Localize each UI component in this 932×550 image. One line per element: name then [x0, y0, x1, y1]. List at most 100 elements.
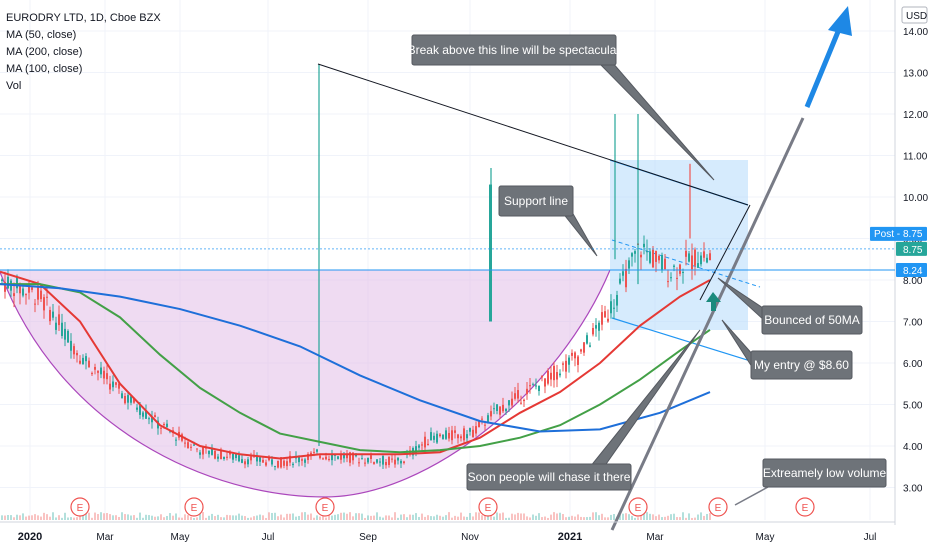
volume-bar [538, 513, 540, 520]
volume-bar [706, 513, 708, 520]
volume-bar [523, 513, 525, 520]
x-tick-label: Nov [461, 532, 479, 543]
candle-body [628, 260, 630, 269]
candle-body [316, 449, 318, 452]
volume-bar [364, 517, 366, 520]
candle-body [274, 465, 276, 467]
candle-body [700, 255, 702, 265]
candle-body [52, 311, 54, 318]
candle-body [325, 456, 327, 460]
candle-body [31, 287, 33, 290]
x-tick-label: 2021 [558, 531, 582, 543]
candle-body [646, 251, 648, 253]
chart-legend: EURODRY LTD, 1D, Cboe BZX MA (50, close)… [6, 10, 161, 95]
volume-bar [73, 517, 75, 520]
volume-bar [598, 515, 600, 520]
currency-box [901, 6, 928, 24]
volume-bar [463, 516, 465, 520]
volume-bar [508, 517, 510, 520]
volume-bar [670, 514, 672, 520]
candle-body [277, 460, 279, 468]
volume-bar [703, 515, 705, 520]
earnings-marker [628, 497, 648, 517]
volume-bar [178, 517, 180, 520]
volume-bar [220, 517, 222, 520]
y-tick-label: 13.00 [903, 69, 928, 80]
candle-body [535, 385, 537, 387]
candle-body [565, 360, 567, 372]
blue-arrow-shaft [804, 21, 845, 108]
volume-bar [409, 514, 411, 520]
volume-bar [358, 513, 360, 520]
candle-body [487, 415, 489, 424]
volume-bar [421, 513, 423, 520]
candle-body [46, 296, 48, 298]
earnings-marker-label: E [715, 503, 722, 514]
candle-body [478, 421, 480, 427]
candle-body [604, 311, 606, 318]
candle-body [97, 371, 99, 373]
volume-bar [214, 516, 216, 520]
candle-body [670, 277, 672, 279]
candle-body [463, 428, 465, 441]
candle-body [598, 322, 600, 331]
volume-bar [355, 513, 357, 520]
candle-body [589, 345, 591, 347]
candle-body [595, 325, 597, 329]
candle-body [676, 277, 678, 279]
volume-bar [100, 512, 102, 520]
volume-bar [388, 515, 390, 520]
support-trendline [699, 204, 751, 301]
volume-bar [709, 512, 711, 520]
candle-body [610, 301, 612, 314]
candle-body [34, 303, 36, 305]
candles [1, 64, 711, 520]
y-tick-label: 7.00 [903, 318, 923, 329]
volume-bar [643, 512, 645, 520]
candle-body [70, 340, 72, 351]
candle-body [655, 250, 657, 262]
cup-curve [0, 269, 611, 498]
volume-bar [604, 517, 606, 520]
volume-bar [313, 517, 315, 520]
last-price-tag [896, 241, 927, 256]
candle-body [94, 366, 96, 370]
volume-bar [16, 514, 18, 520]
candle-body [568, 357, 570, 365]
volume-bar [475, 512, 477, 520]
candle-body [346, 454, 348, 459]
candle-body [100, 367, 102, 375]
ma-line-2 [0, 283, 711, 454]
volume-bar [316, 515, 318, 520]
volume-bar [79, 515, 81, 520]
trendlines [317, 6, 852, 531]
volume-bar [244, 516, 246, 520]
candle-body [160, 427, 162, 429]
candle-body [151, 416, 153, 423]
candle-body [451, 430, 453, 441]
candle-body [121, 393, 123, 399]
earnings-marker-label: E [191, 503, 198, 514]
y-tick-label: 3.00 [903, 484, 923, 495]
volume-bar [181, 517, 183, 520]
volume-bar [586, 517, 588, 520]
candle-body [532, 384, 534, 386]
volume-bar [592, 512, 594, 520]
volume-bar [43, 512, 45, 520]
candle-body [58, 314, 60, 326]
volume-bar [637, 517, 639, 520]
candle-body [397, 457, 399, 461]
volume-bar [583, 517, 585, 520]
x-tick-label: Mar [646, 532, 664, 543]
callout-chase-box [466, 463, 632, 491]
candle-body [601, 312, 603, 325]
volume-bar [385, 515, 387, 520]
candle-body [211, 447, 213, 455]
legend-symbol: EURODRY LTD, 1D, Cboe BZX [6, 12, 161, 24]
volume-bar [430, 516, 432, 520]
volume-bar [301, 512, 303, 520]
candle-body [529, 385, 531, 387]
volume-bar [40, 516, 42, 520]
